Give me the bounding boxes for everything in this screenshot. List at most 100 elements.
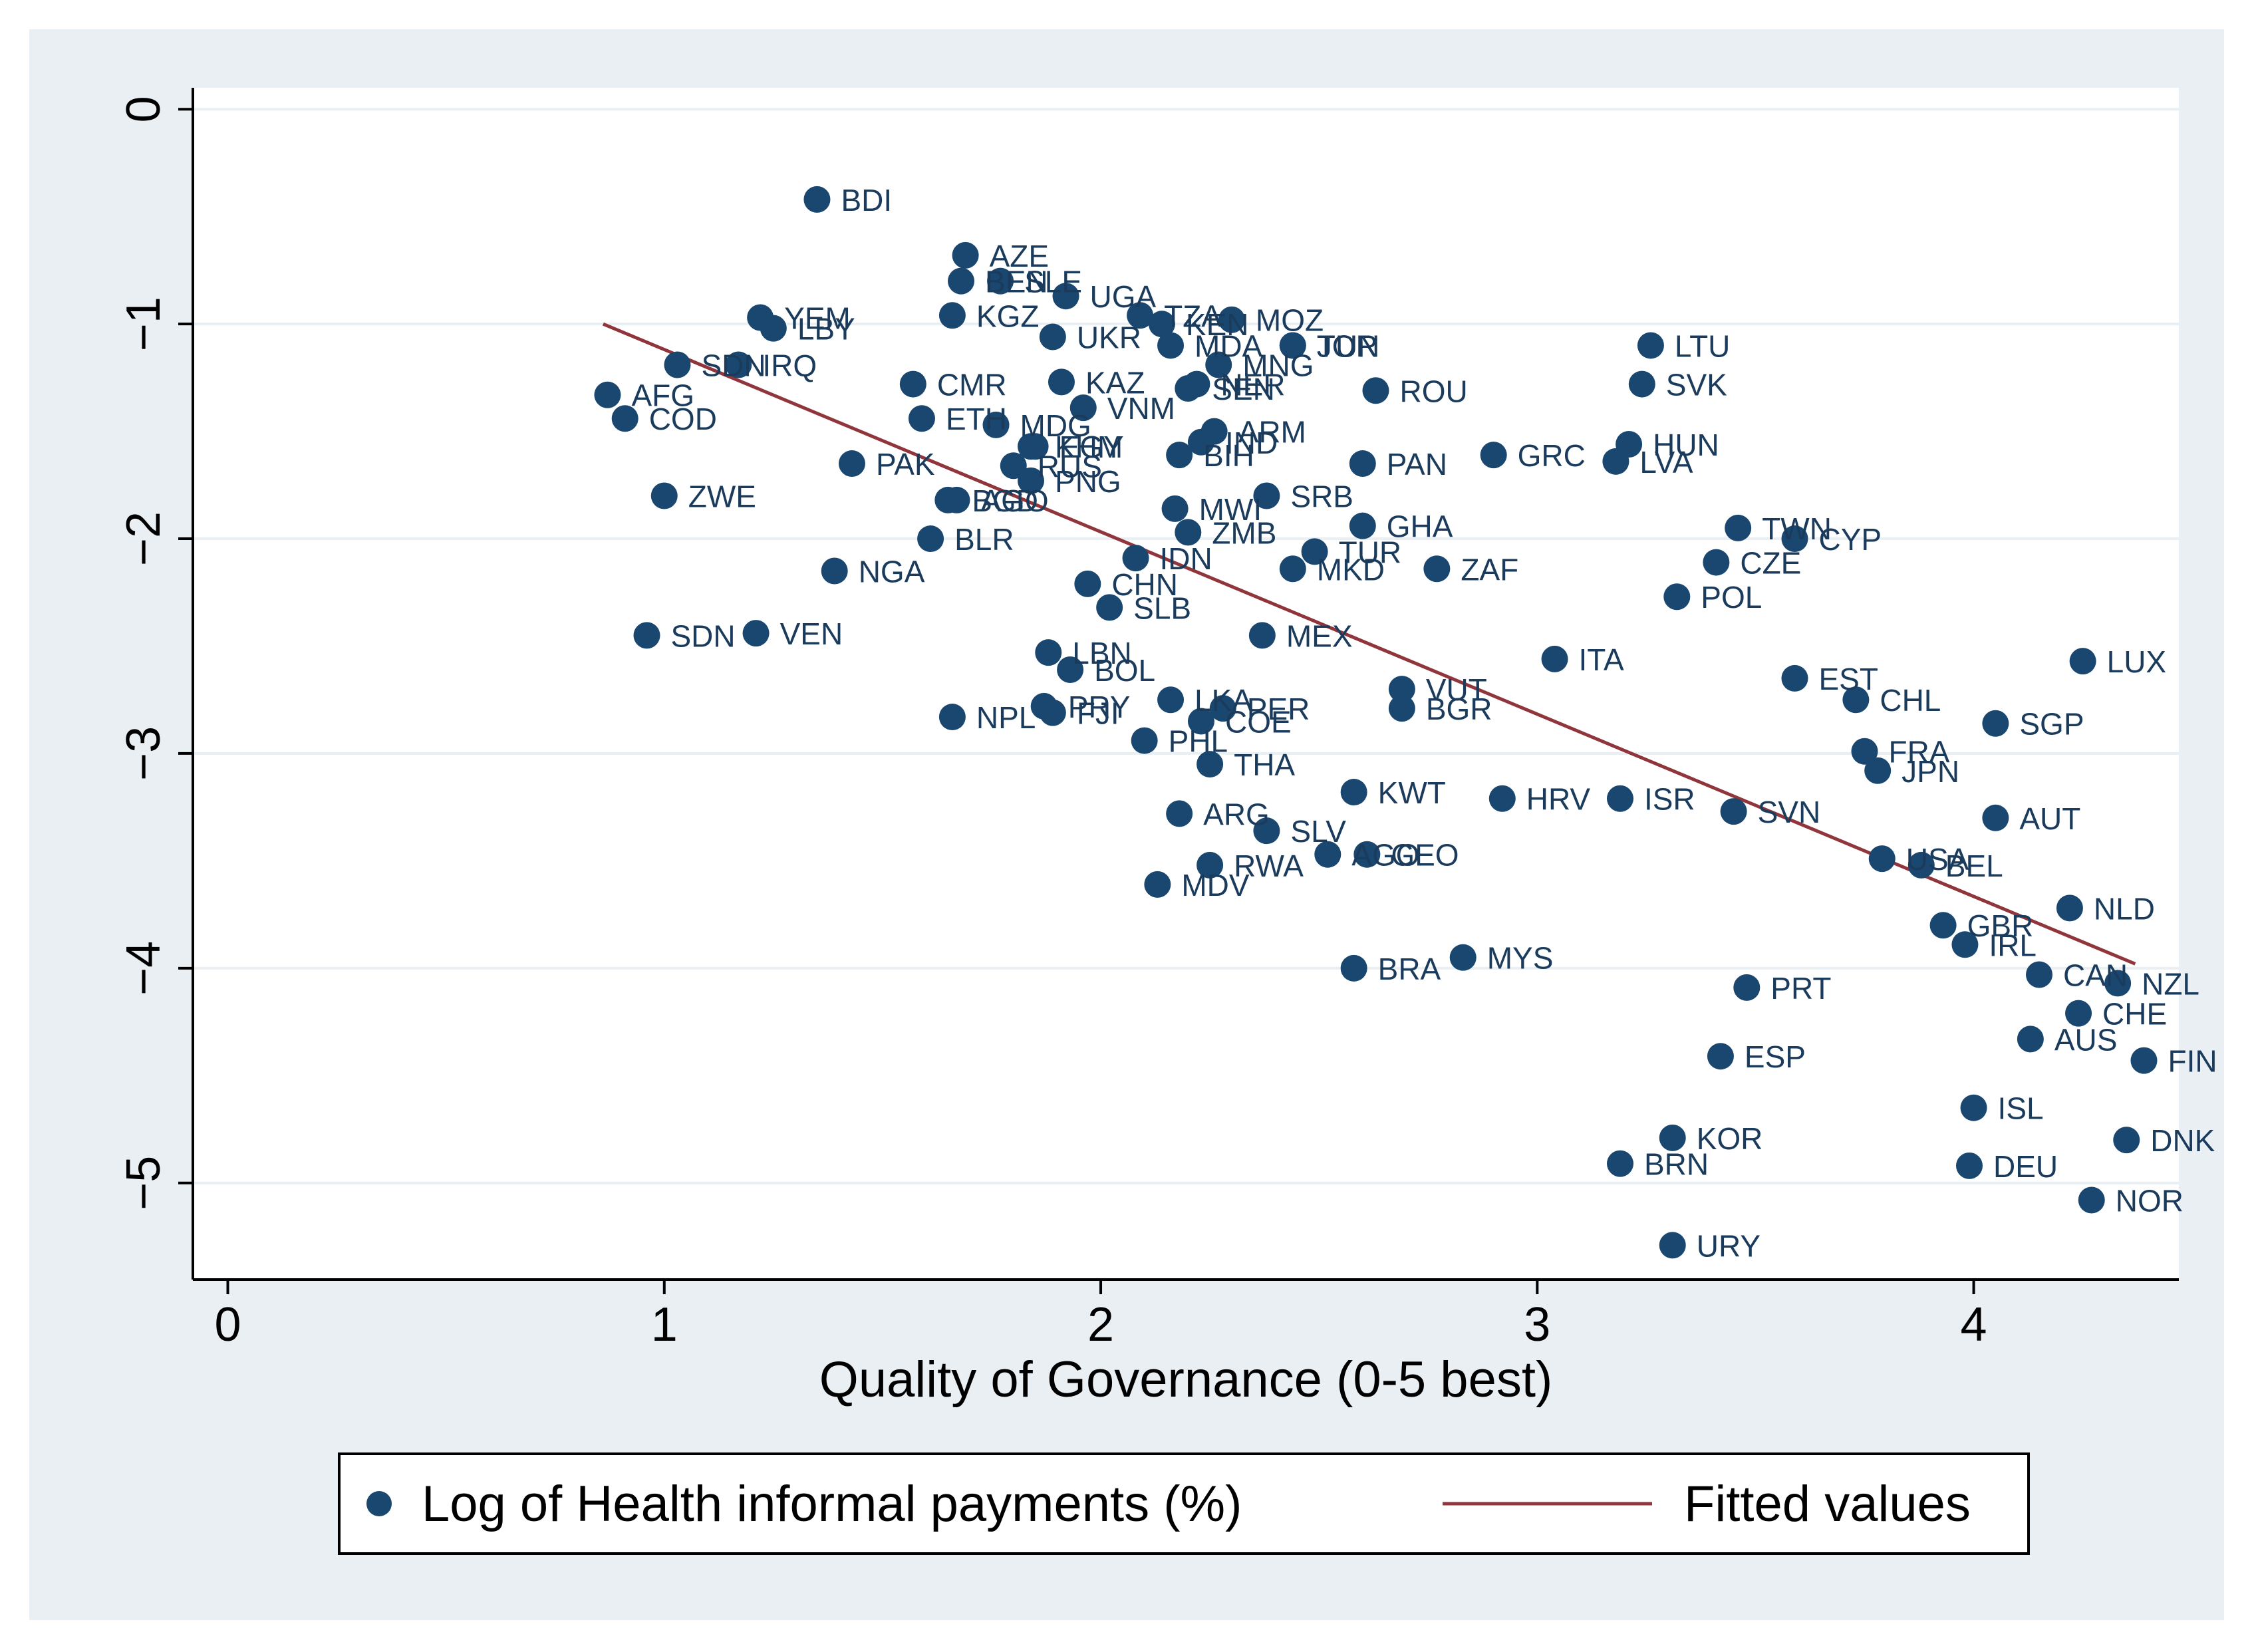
data-point [1161, 495, 1189, 522]
x-tick-label: 2 [1087, 1298, 1114, 1351]
legend-marker-points [366, 1491, 392, 1516]
x-tick-label: 1 [651, 1298, 678, 1351]
data-point [1218, 306, 1245, 333]
point-label: IDN [1160, 541, 1212, 576]
data-point [821, 557, 848, 585]
data-point [1423, 555, 1451, 583]
point-label: GHA [1387, 509, 1453, 544]
point-label: LBN [1072, 636, 1131, 670]
data-point [943, 486, 970, 513]
point-label: FJI [1077, 696, 1119, 731]
data-point [1602, 448, 1629, 475]
point-label: BEN [985, 265, 1048, 299]
point-label: KHM [1055, 430, 1123, 464]
point-label: ITA [1579, 642, 1624, 677]
point-label: CMR [937, 368, 1007, 402]
point-label: BDI [841, 183, 892, 217]
data-point [1707, 1043, 1734, 1070]
point-label: FIN [2168, 1044, 2217, 1079]
data-point [1388, 676, 1415, 703]
data-point [938, 704, 966, 731]
data-point [1039, 323, 1066, 350]
point-label: PER [1247, 692, 1310, 726]
x-axis-title: Quality of Governance (0-5 best) [819, 1351, 1553, 1408]
data-point [1074, 570, 1101, 597]
point-label: IND [1225, 426, 1278, 460]
data-point [1131, 727, 1158, 754]
x-tick-label: 4 [1961, 1298, 1987, 1351]
data-point [1659, 1232, 1686, 1259]
point-label: AUS [2054, 1022, 2118, 1057]
point-label: ETH [946, 402, 1007, 436]
data-point [633, 622, 660, 649]
data-point [1187, 428, 1214, 456]
data-point [1353, 841, 1381, 868]
data-point [948, 267, 975, 295]
data-point [1733, 974, 1761, 1001]
point-label: PNG [1055, 464, 1121, 499]
data-point [1982, 710, 2009, 737]
point-label: MDA [1195, 329, 1263, 363]
data-point [917, 525, 944, 553]
point-label: BGR [1426, 692, 1492, 726]
point-label: CHN [1111, 567, 1178, 602]
point-label: NGA [859, 554, 925, 589]
point-label: MEX [1286, 619, 1353, 653]
data-point [908, 405, 935, 432]
data-point [1842, 686, 1870, 714]
data-point [2065, 1000, 2092, 1027]
plot-area [193, 88, 2179, 1280]
point-label: ZWE [688, 479, 756, 513]
chart-frame: BDI AZE BEN SLE UGA KGZ TZA KEN MOZ TUN YEM LBY UKR M… [29, 29, 2224, 1620]
data-point [1929, 912, 1957, 939]
data-point [1907, 851, 1935, 879]
point-label: AFG [631, 378, 694, 413]
point-label: KOR [1697, 1121, 1763, 1156]
point-label: THA [1234, 748, 1295, 782]
data-point [2069, 648, 2096, 675]
data-point [1781, 664, 1808, 692]
data-point [1183, 370, 1210, 398]
data-point [1052, 283, 1079, 310]
point-label: PHL [1169, 724, 1228, 759]
point-label: USA [1906, 842, 1969, 877]
data-point [1022, 433, 1049, 460]
data-point [2113, 1127, 2140, 1154]
data-point [1314, 841, 1341, 868]
data-point [1349, 512, 1376, 539]
data-point [1637, 332, 1664, 359]
data-point [594, 381, 621, 408]
point-label: YEM [784, 301, 851, 335]
point-label: NLD [2094, 891, 2155, 926]
data-point [899, 370, 926, 398]
point-label: CYP [1818, 522, 1882, 557]
data-point [1480, 442, 1507, 469]
data-point [1144, 871, 1171, 898]
point-label: TZA [1164, 299, 1222, 333]
data-point [2130, 1047, 2158, 1074]
data-point [1628, 370, 1655, 398]
point-label: GEO [1391, 838, 1459, 873]
data-point [1157, 686, 1185, 714]
y-tick-label: −4 [117, 941, 170, 996]
data-point [2104, 970, 2132, 997]
point-label: ZMB [1212, 515, 1276, 550]
point-label: DNK [2150, 1123, 2215, 1158]
point-label: MDG [1020, 408, 1091, 443]
point-label: MWI [1199, 492, 1262, 527]
point-label: SLE [1024, 265, 1082, 299]
data-point [1362, 377, 1389, 404]
point-label: FRA [1888, 735, 1949, 769]
point-label: BRN [1644, 1147, 1709, 1182]
data-point [1253, 482, 1280, 509]
data-point [1057, 656, 1084, 684]
point-label: NER [1220, 368, 1285, 402]
point-label: AGO [1351, 838, 1419, 873]
point-label: ARM [1238, 415, 1306, 450]
data-point [1340, 954, 1367, 982]
legend-label-points: Log of Health informal payments (%) [422, 1476, 1242, 1532]
y-tick-label: −2 [117, 511, 170, 566]
data-point [1279, 555, 1306, 583]
